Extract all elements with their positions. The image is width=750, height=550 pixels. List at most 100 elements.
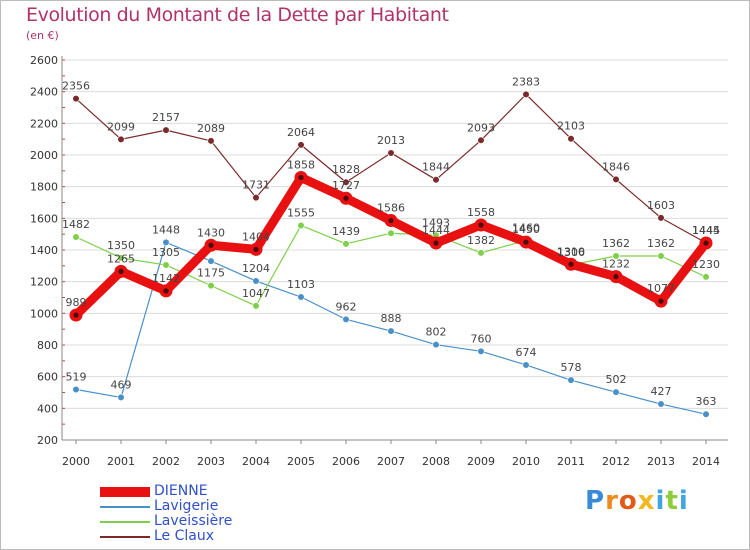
y-tick-label: 2400 [30, 86, 58, 99]
y-tick-label: 2200 [30, 117, 58, 130]
data-point [657, 400, 665, 408]
x-tick-label: 2003 [197, 455, 225, 468]
data-point [207, 257, 215, 265]
data-point [117, 393, 125, 402]
series-layer [69, 90, 713, 418]
data-point-core [703, 240, 709, 246]
data-point [342, 178, 350, 186]
data-label: 1444 [422, 224, 450, 237]
data-label: 1603 [647, 199, 675, 212]
data-point [612, 175, 620, 183]
data-point [477, 136, 485, 144]
data-point [342, 315, 350, 323]
data-point [477, 249, 485, 257]
axes: 200 400 600 800 1000 1200 1400 1600 1800 2000 2200… [30, 54, 728, 468]
x-tick-label: 2007 [377, 455, 405, 468]
y-tick-label: 200 [37, 434, 58, 447]
data-label: 363 [696, 395, 717, 408]
legend-item-laveissiere[interactable]: Laveissière [100, 513, 300, 529]
data-point [72, 95, 80, 103]
legend-item-lavigerie[interactable]: Lavigerie [100, 498, 300, 514]
y-tick-label: 400 [37, 402, 58, 415]
data-label: 1142 [152, 272, 180, 285]
data-point-core [478, 222, 484, 228]
data-label: 1305 [152, 246, 180, 259]
data-label: 1306 [557, 246, 585, 259]
data-label: 1558 [467, 206, 495, 219]
data-label: 578 [561, 361, 582, 374]
data-point [297, 293, 305, 301]
data-label: 1362 [647, 237, 675, 250]
proxiti-logo: Proxiti [585, 486, 689, 516]
data-point-core [658, 298, 664, 304]
data-label: 989 [66, 296, 87, 309]
data-point [702, 410, 710, 418]
y-tick-label: 600 [37, 371, 58, 384]
data-label: 1460 [512, 222, 540, 235]
data-point [702, 273, 710, 281]
data-label: 1555 [287, 206, 315, 219]
y-tick-label: 2600 [30, 54, 58, 67]
data-point-core [523, 239, 529, 245]
x-tick-label: 2013 [647, 455, 675, 468]
data-label: 1846 [602, 160, 630, 173]
data-point-core [388, 217, 394, 224]
data-label: 888 [381, 312, 402, 325]
data-label: 2089 [197, 122, 225, 135]
data-label: 1493 [422, 216, 450, 229]
data-label: 1382 [467, 234, 495, 247]
data-label: 1362 [602, 237, 630, 250]
data-labels: 519 469 1448 1204 1103 962 888 802 760 674 578 502 4… [62, 75, 720, 408]
data-point-core [73, 312, 79, 318]
y-tick-label: 1400 [30, 244, 58, 257]
data-label: 1350 [107, 239, 135, 252]
data-point-core [433, 240, 439, 246]
data-point-core [253, 246, 259, 252]
data-label: 1727 [332, 179, 360, 192]
data-label: 1232 [602, 258, 630, 271]
data-label: 1444 [692, 224, 720, 237]
y-tick-label: 800 [37, 339, 58, 352]
x-tick-label: 2009 [467, 455, 495, 468]
legend-swatch [100, 536, 150, 538]
x-tick-label: 2012 [602, 455, 630, 468]
legend-item-dienne[interactable]: DIENNE [100, 483, 300, 499]
data-point [477, 347, 485, 355]
data-point [657, 214, 665, 222]
data-point [252, 277, 260, 285]
data-label: 1450 [512, 223, 540, 236]
x-tick-label: 2000 [62, 455, 90, 468]
data-label: 1858 [287, 158, 315, 171]
x-tick-label: 2001 [107, 455, 135, 468]
data-point [117, 135, 125, 143]
data-label: 427 [651, 385, 672, 398]
data-point [612, 388, 620, 396]
x-tick-label: 2004 [242, 455, 270, 468]
data-label: 760 [471, 332, 492, 345]
logo-letter: i [678, 486, 689, 516]
x-tick-label: 2011 [557, 455, 585, 468]
logo-letter: i [655, 486, 666, 516]
data-point [522, 90, 530, 98]
legend-swatch [100, 487, 150, 497]
data-point [657, 252, 665, 260]
data-label: 2383 [512, 75, 540, 88]
data-point [72, 385, 80, 394]
x-tick-label: 2010 [512, 455, 540, 468]
data-point-core [613, 274, 619, 280]
x-tick-label: 2014 [692, 455, 720, 468]
data-label: 1439 [332, 225, 360, 238]
data-label: 1844 [422, 161, 450, 174]
x-tick-label: 2008 [422, 455, 450, 468]
data-point [432, 341, 440, 349]
y-tick-label: 1200 [30, 276, 58, 289]
data-label: 962 [336, 300, 357, 313]
data-label: 802 [426, 326, 447, 339]
y-tick-label: 1000 [30, 307, 58, 320]
data-point [252, 302, 260, 310]
data-point [297, 221, 305, 230]
data-label: 1103 [287, 278, 315, 291]
data-label: 1175 [197, 267, 225, 280]
data-point-core [298, 174, 304, 181]
legend-item-le-claux[interactable]: Le Claux [100, 528, 300, 544]
